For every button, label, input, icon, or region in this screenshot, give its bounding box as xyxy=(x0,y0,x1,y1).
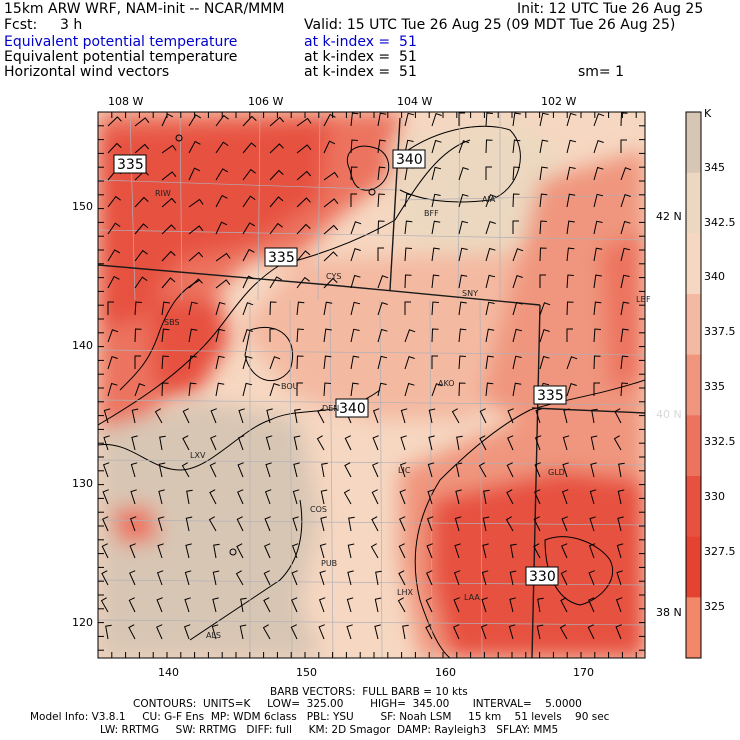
init-time: Init: 12 UTC Tue 26 Aug 25 xyxy=(517,1,704,17)
station-label: BFF xyxy=(424,209,439,218)
y-axis-label-120: 120 xyxy=(72,616,93,629)
y-axis-label-150: 150 xyxy=(72,200,93,213)
valid-time: Valid: 15 UTC Tue 26 Aug 25 (09 MDT Tue … xyxy=(304,17,676,33)
station-label: CYS xyxy=(326,272,341,281)
model-info-line-2: LW: RRTMG SW: RRTMG DIFF: full KM: 2D Sm… xyxy=(100,724,559,736)
colorbar-swatch xyxy=(686,476,701,538)
x-axis-label-150: 150 xyxy=(296,666,317,679)
forecast-hour: 3 h xyxy=(60,17,83,33)
station-label: SBS xyxy=(164,318,180,327)
station-label: PUB xyxy=(321,559,337,568)
field-level-2: at k-index = 51 xyxy=(304,49,417,65)
station-label: COS xyxy=(310,505,327,514)
colorbar-label: 342.5 xyxy=(704,216,736,229)
lon-label-102w: 102 W xyxy=(541,95,577,108)
lat-label-42n: 42 N xyxy=(656,210,682,223)
field-level-1: at k-index = 51 xyxy=(304,34,417,50)
colorbar-swatch xyxy=(686,597,701,659)
theta-e-field xyxy=(98,112,645,658)
colorbar-label: 332.5 xyxy=(704,435,736,448)
contour-label: 340 xyxy=(396,152,423,168)
station-label: SNY xyxy=(462,289,478,298)
station-markers xyxy=(175,134,376,556)
station-label: AIA xyxy=(482,195,496,204)
contour-label: 335 xyxy=(117,157,144,173)
contour-info: CONTOURS: UNITS=K LOW= 325.00 HIGH= 345.… xyxy=(133,698,582,710)
station-label: LHX xyxy=(397,588,413,597)
field-name-1: Equivalent potential temperature xyxy=(4,34,238,50)
colorbar-label: 330 xyxy=(704,490,725,503)
colorbar-swatch xyxy=(686,233,701,295)
station-label: LAA xyxy=(464,593,480,602)
contour-label: 335 xyxy=(268,250,295,266)
x-axis-label-170: 170 xyxy=(573,666,594,679)
station-label: RIW xyxy=(155,189,171,198)
station-label: DEN xyxy=(322,404,339,413)
barb-legend: BARB VECTORS: FULL BARB = 10 kts xyxy=(270,686,468,698)
colorbar-swatch xyxy=(686,354,701,416)
x-axis-label-160: 160 xyxy=(435,666,456,679)
colorbar xyxy=(685,111,702,659)
station-label: AKO xyxy=(438,379,455,388)
field-level-3: at k-index = 51 xyxy=(304,64,417,80)
lon-label-104w: 104 W xyxy=(397,95,433,108)
field-name-2: Equivalent potential temperature xyxy=(4,49,238,65)
colorbar-label: 345 xyxy=(704,161,725,174)
lat-label-40n: 40 N xyxy=(656,408,682,421)
lat-label-38n: 38 N xyxy=(656,606,682,619)
colorbar-unit: K xyxy=(704,107,712,120)
model-title: 15km ARW WRF, NAM-init -- NCAR/MMM xyxy=(4,1,285,17)
model-info-line-1: Model Info: V3.8.1 CU: G-F Ens MP: WDM 6… xyxy=(30,711,610,723)
station-label: BOU xyxy=(281,382,299,391)
contour-label: 335 xyxy=(537,388,564,404)
y-axis-label-140: 140 xyxy=(72,339,93,352)
colorbar-label: 325 xyxy=(704,600,725,613)
field-name-3: Horizontal wind vectors xyxy=(4,64,170,80)
forecast-label: Fcst: xyxy=(4,17,38,33)
station-label: GLD xyxy=(548,468,565,477)
colorbar-swatch xyxy=(686,536,701,598)
colorbar-label: 337.5 xyxy=(704,325,736,338)
colorbar-label: 327.5 xyxy=(704,545,736,558)
colorbar-label: 335 xyxy=(704,380,725,393)
lon-label-106w: 106 W xyxy=(248,95,284,108)
station-labels: RIW BFF AIA CYS SNY SBS BOU DEN AKO LXV … xyxy=(155,189,651,640)
colorbar-swatch xyxy=(686,294,701,356)
station-label: LIC xyxy=(398,466,411,475)
x-axis-label-140: 140 xyxy=(158,666,179,679)
station-label: LBF xyxy=(636,295,651,304)
colorbar-swatch xyxy=(686,172,701,234)
lon-label-108w: 108 W xyxy=(108,95,144,108)
smoothing-label: sm= 1 xyxy=(578,64,625,80)
contour-labels: 335 340 335 340 335 330 xyxy=(113,149,567,586)
station-label: ALS xyxy=(206,631,221,640)
colorbar-swatch xyxy=(686,415,701,477)
contour-label: 330 xyxy=(529,569,556,585)
contour-label: 340 xyxy=(339,401,366,417)
colorbar-swatch xyxy=(686,112,701,174)
y-axis-label-130: 130 xyxy=(72,477,93,490)
colorbar-label: 340 xyxy=(704,270,725,283)
station-label: LXV xyxy=(190,451,206,460)
